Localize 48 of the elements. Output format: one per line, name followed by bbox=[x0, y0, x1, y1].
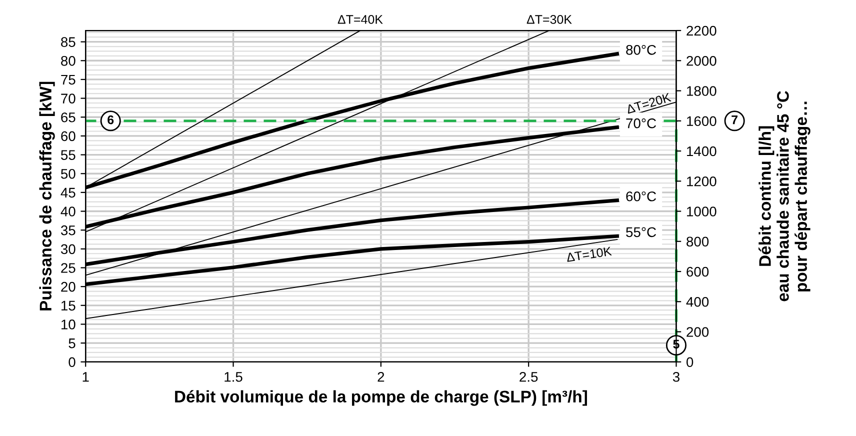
y2-tick-label: 200 bbox=[686, 327, 709, 337]
y2-tick-label: 600 bbox=[686, 266, 709, 277]
y2-tick-label: 800 bbox=[686, 236, 709, 247]
y-tick-label: 70 bbox=[61, 94, 76, 104]
x-tick-label: 2.5 bbox=[520, 372, 538, 382]
series-label: ΔT=40K bbox=[338, 15, 383, 24]
y-tick-label: 55 bbox=[60, 150, 76, 160]
y-tick-label: 30 bbox=[60, 244, 76, 254]
y-tick-label: 5 bbox=[68, 338, 76, 348]
y-tick-label: 85 bbox=[61, 37, 76, 47]
series-label: 55°C bbox=[626, 227, 656, 238]
y-tick-label: 45 bbox=[60, 188, 76, 198]
y2-tick-label: 400 bbox=[686, 296, 709, 307]
annotation: 6 bbox=[108, 115, 114, 124]
y-tick-label: 10 bbox=[61, 320, 76, 330]
text: ΔT=10K bbox=[566, 246, 612, 262]
y2-tick-label: 0 bbox=[686, 357, 694, 368]
y-tick-label: 80 bbox=[61, 56, 76, 66]
text: 7 bbox=[732, 116, 738, 124]
x-tick-label: 1 bbox=[82, 372, 89, 382]
y-tick-label: 50 bbox=[60, 168, 76, 179]
y2-tick-label: 1400 bbox=[687, 146, 716, 156]
text: ΔT=20K bbox=[626, 92, 672, 114]
x-tick-label: 1.5 bbox=[224, 372, 242, 382]
y2-tick-label: 2000 bbox=[686, 56, 716, 66]
y-tick-label: 40 bbox=[60, 206, 76, 216]
series-label: ΔT=30K bbox=[526, 15, 572, 24]
y-tick-label: 75 bbox=[61, 74, 76, 85]
series-label: 70°C bbox=[626, 118, 656, 128]
y-tick-label: 0 bbox=[68, 357, 76, 368]
x-tick-label: 3 bbox=[672, 372, 680, 382]
y-axis-title: Puissance de chauffage [kW] bbox=[39, 82, 55, 310]
y2-tick-label: 1800 bbox=[687, 86, 716, 96]
y-tick-label: 25 bbox=[61, 263, 76, 273]
y-tick-label: 65 bbox=[61, 112, 76, 122]
y2-axis-title: Débit continu [l/h] eau chaude sanitaire 45 °C pour départ chauffage… bbox=[758, 90, 810, 302]
x-axis-title: Débit volumique de la pompe de charge (SLP) [m³/h] bbox=[175, 390, 587, 406]
series-label: 60°C bbox=[626, 191, 656, 202]
y-tick-label: 20 bbox=[61, 282, 76, 292]
y2-tick-label: 1000 bbox=[687, 206, 716, 216]
series-label: 80°C bbox=[626, 44, 656, 55]
y2-tick-label: 1600 bbox=[687, 116, 716, 126]
y2-tick-label: 1200 bbox=[687, 176, 716, 186]
x-tick-label: 2 bbox=[378, 372, 384, 382]
y-tick-label: 15 bbox=[61, 300, 76, 311]
y-tick-label: 60 bbox=[61, 131, 76, 142]
y-tick-label: 35 bbox=[60, 225, 76, 236]
y2-tick-label: 2200 bbox=[686, 26, 716, 36]
